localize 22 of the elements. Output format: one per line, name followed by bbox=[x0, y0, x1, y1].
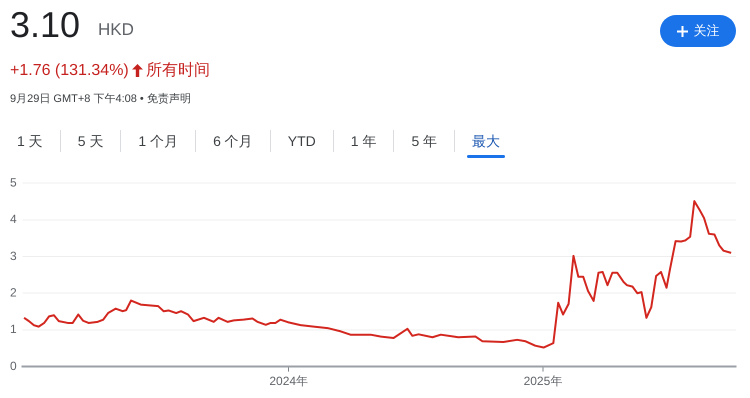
chart-subtitle: HKD bbox=[98, 20, 134, 40]
text: +1.76 (131.34%) bbox=[10, 62, 129, 80]
text: YTD bbox=[270, 130, 334, 152]
text: 1 年 bbox=[334, 130, 394, 152]
y-tick-label: 2 bbox=[10, 286, 17, 300]
x-tick-label: 2024年 bbox=[269, 374, 308, 388]
text: 5 年 bbox=[394, 130, 456, 152]
y-tick-label: 3 bbox=[10, 248, 17, 263]
y-tick-label: 0 bbox=[10, 358, 17, 373]
text: 5 天 bbox=[60, 130, 122, 152]
text: 最大 bbox=[455, 130, 518, 152]
x-tick-label: 2025年 bbox=[524, 374, 562, 388]
text: 1 个月 bbox=[121, 130, 196, 152]
text: 1 天 bbox=[0, 130, 61, 152]
text: 关注 bbox=[694, 22, 720, 40]
y-tick-label: 1 bbox=[10, 322, 17, 336]
y-tick-label: 4 bbox=[10, 212, 17, 226]
text: 所有时间 bbox=[146, 60, 210, 81]
chart-title: 3.10 bbox=[10, 4, 80, 46]
text: 6 个月 bbox=[196, 130, 271, 152]
y-tick-label: 5 bbox=[10, 176, 17, 190]
text: 9月29日 GMT+8 下午4:08 • 免责声明 bbox=[10, 92, 191, 106]
